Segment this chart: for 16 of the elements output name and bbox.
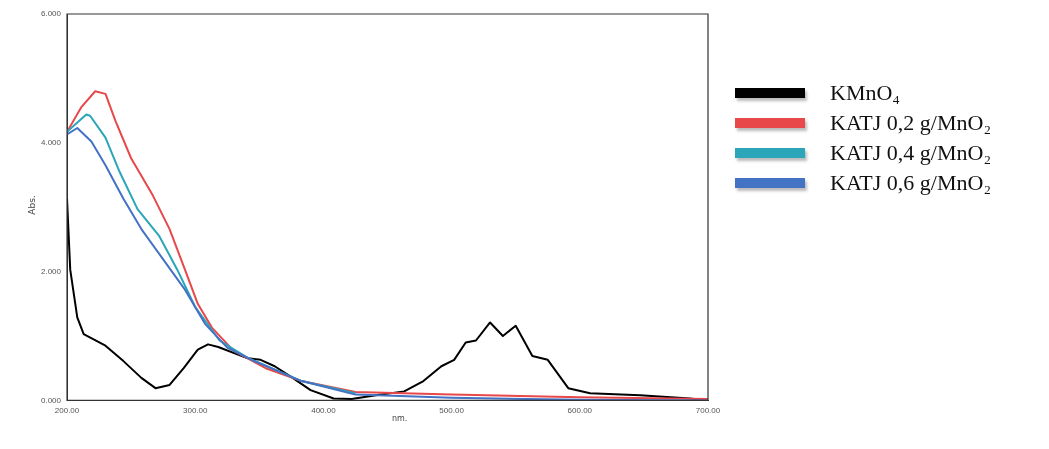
x-tick-label: 400.00: [311, 406, 337, 416]
y-tick-label: 2.000: [40, 266, 62, 276]
x-tick-label: 200.00: [54, 406, 80, 416]
y-tick-label: 6.000: [40, 9, 62, 19]
legend-label: KATJ 0,4 g/MnO₂: [830, 140, 992, 166]
legend-label: KMnO₄: [830, 80, 901, 106]
y-axis-title: Abs.: [26, 195, 37, 215]
y-tick-label: 4.000: [40, 138, 62, 147]
x-tick-label: 700.00: [695, 406, 721, 416]
x-axis-title: nm.: [392, 414, 408, 423]
x-tick-label: 300.00: [182, 406, 208, 416]
x-tick-label: 600.00: [567, 406, 593, 416]
legend-label: KATJ 0,2 g/MnO₂: [830, 110, 992, 136]
legend-label: KATJ 0,6 g/MnO₂: [830, 170, 992, 196]
x-tick-label: 500.00: [439, 406, 465, 416]
y-tick-label: 0.000: [40, 395, 62, 405]
